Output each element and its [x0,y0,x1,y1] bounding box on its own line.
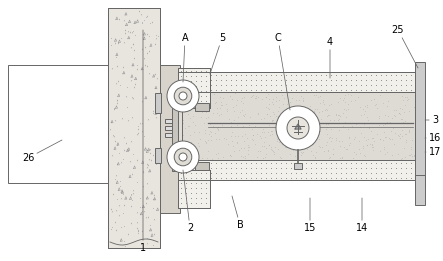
Text: 5: 5 [210,33,225,74]
Bar [108,8,160,248]
Text: A: A [182,33,188,82]
Bar [195,162,209,170]
Bar [178,68,210,108]
Bar [415,62,425,187]
Text: C: C [275,33,290,110]
Circle shape [276,106,320,150]
Bar [178,160,418,180]
Bar [178,108,182,166]
Text: 1: 1 [140,30,146,253]
Bar [195,103,209,111]
Polygon shape [295,124,301,129]
Bar [155,93,161,113]
Bar [160,65,180,213]
Bar [165,126,172,130]
Bar [178,170,210,208]
Text: 26: 26 [22,140,62,163]
Text: 2: 2 [183,170,193,233]
Circle shape [174,148,192,166]
Text: 25: 25 [392,25,418,68]
Circle shape [287,117,309,139]
Circle shape [167,141,199,173]
Bar [165,119,172,123]
Bar [178,72,418,92]
Bar [178,92,418,160]
Text: 4: 4 [327,37,333,78]
Bar [178,68,210,108]
Bar [155,148,161,163]
Bar [172,103,178,171]
Bar [178,170,210,208]
Text: 3: 3 [425,115,438,125]
Text: 17: 17 [425,147,441,157]
Bar [415,175,425,205]
Bar [165,133,172,137]
Circle shape [167,80,199,112]
Bar [8,65,108,183]
Bar [108,8,160,248]
Bar [178,72,418,180]
Circle shape [174,87,192,105]
Text: 15: 15 [304,198,316,233]
Text: 14: 14 [356,198,368,233]
Text: 16: 16 [425,133,441,143]
Bar [294,163,302,169]
Circle shape [179,92,187,100]
Circle shape [179,153,187,161]
Text: B: B [232,196,243,230]
